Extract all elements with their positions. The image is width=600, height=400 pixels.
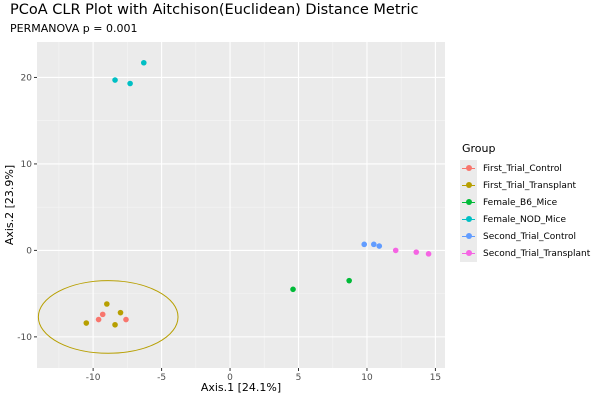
legend-item: Second_Trial_Control [460,228,590,245]
data-point [361,241,368,248]
legend-item: Female_B6_Mice [460,194,590,211]
legend-label: First_Trial_Transplant [483,180,577,191]
legend-item: Female_NOD_Mice [460,211,590,228]
legend-title: Group [462,142,496,155]
legend-key [460,160,477,177]
legend-item: First_Trial_Control [460,160,590,177]
x-tick-label: 15 [430,373,441,383]
data-point [127,80,133,87]
x-tick-label: 10 [361,373,373,383]
confidence-ellipse [37,280,179,354]
y-axis-title: Axis.2 [23.9%] [3,165,16,245]
data-point [95,316,102,323]
legend-label: Female_NOD_Mice [483,214,567,225]
legend-key [460,211,477,228]
data-point [413,249,420,255]
legend-key-dot [466,216,472,222]
legend-label: Second_Trial_Transplant [483,248,591,259]
x-axis-title: Axis.1 [24.1%] [201,381,281,394]
data-point [112,77,118,83]
legend-key [460,177,477,194]
legend-key-dot [466,165,472,171]
legend-item: Second_Trial_Transplant [460,245,590,262]
legend-key-dot [466,182,472,188]
data-point [425,251,432,257]
legend-label: Female_B6_Mice [483,197,558,208]
legend-key [460,228,477,245]
legend: First_Trial_Control First_Trial_Transplan… [460,160,590,262]
legend-key [460,194,477,211]
chart-subtitle: PERMANOVA p = 0.001 [10,22,138,35]
legend-key-dot [466,250,472,256]
data-point [117,309,124,316]
data-point [112,321,118,328]
data-point [99,311,106,318]
chart-title: PCoA CLR Plot with Aitchison(Euclidean) … [10,2,419,18]
x-tick-label: 0 [227,373,233,383]
y-tick-label: 0 [26,246,32,256]
legend-label: Second_Trial_Control [483,231,577,242]
data-point [392,247,399,254]
legend-key-dot [466,233,472,239]
data-point [104,301,110,307]
data-point [83,320,90,326]
data-point [290,286,296,293]
x-tick-label: 5 [296,373,302,383]
y-tick-label: 20 [21,73,33,83]
y-tick-label: -10 [17,333,32,343]
legend-key-dot [466,199,472,205]
legend-key [460,245,477,262]
data-point [371,241,377,248]
data-point [140,59,147,66]
legend-item: First_Trial_Transplant [460,177,590,194]
y-tick-label: 10 [21,160,33,170]
data-point [376,243,383,249]
legend-label: First_Trial_Control [483,163,562,174]
data-point [346,277,352,284]
x-tick-label: -5 [157,373,166,383]
data-point [123,316,129,323]
x-tick-label: -10 [86,373,101,383]
